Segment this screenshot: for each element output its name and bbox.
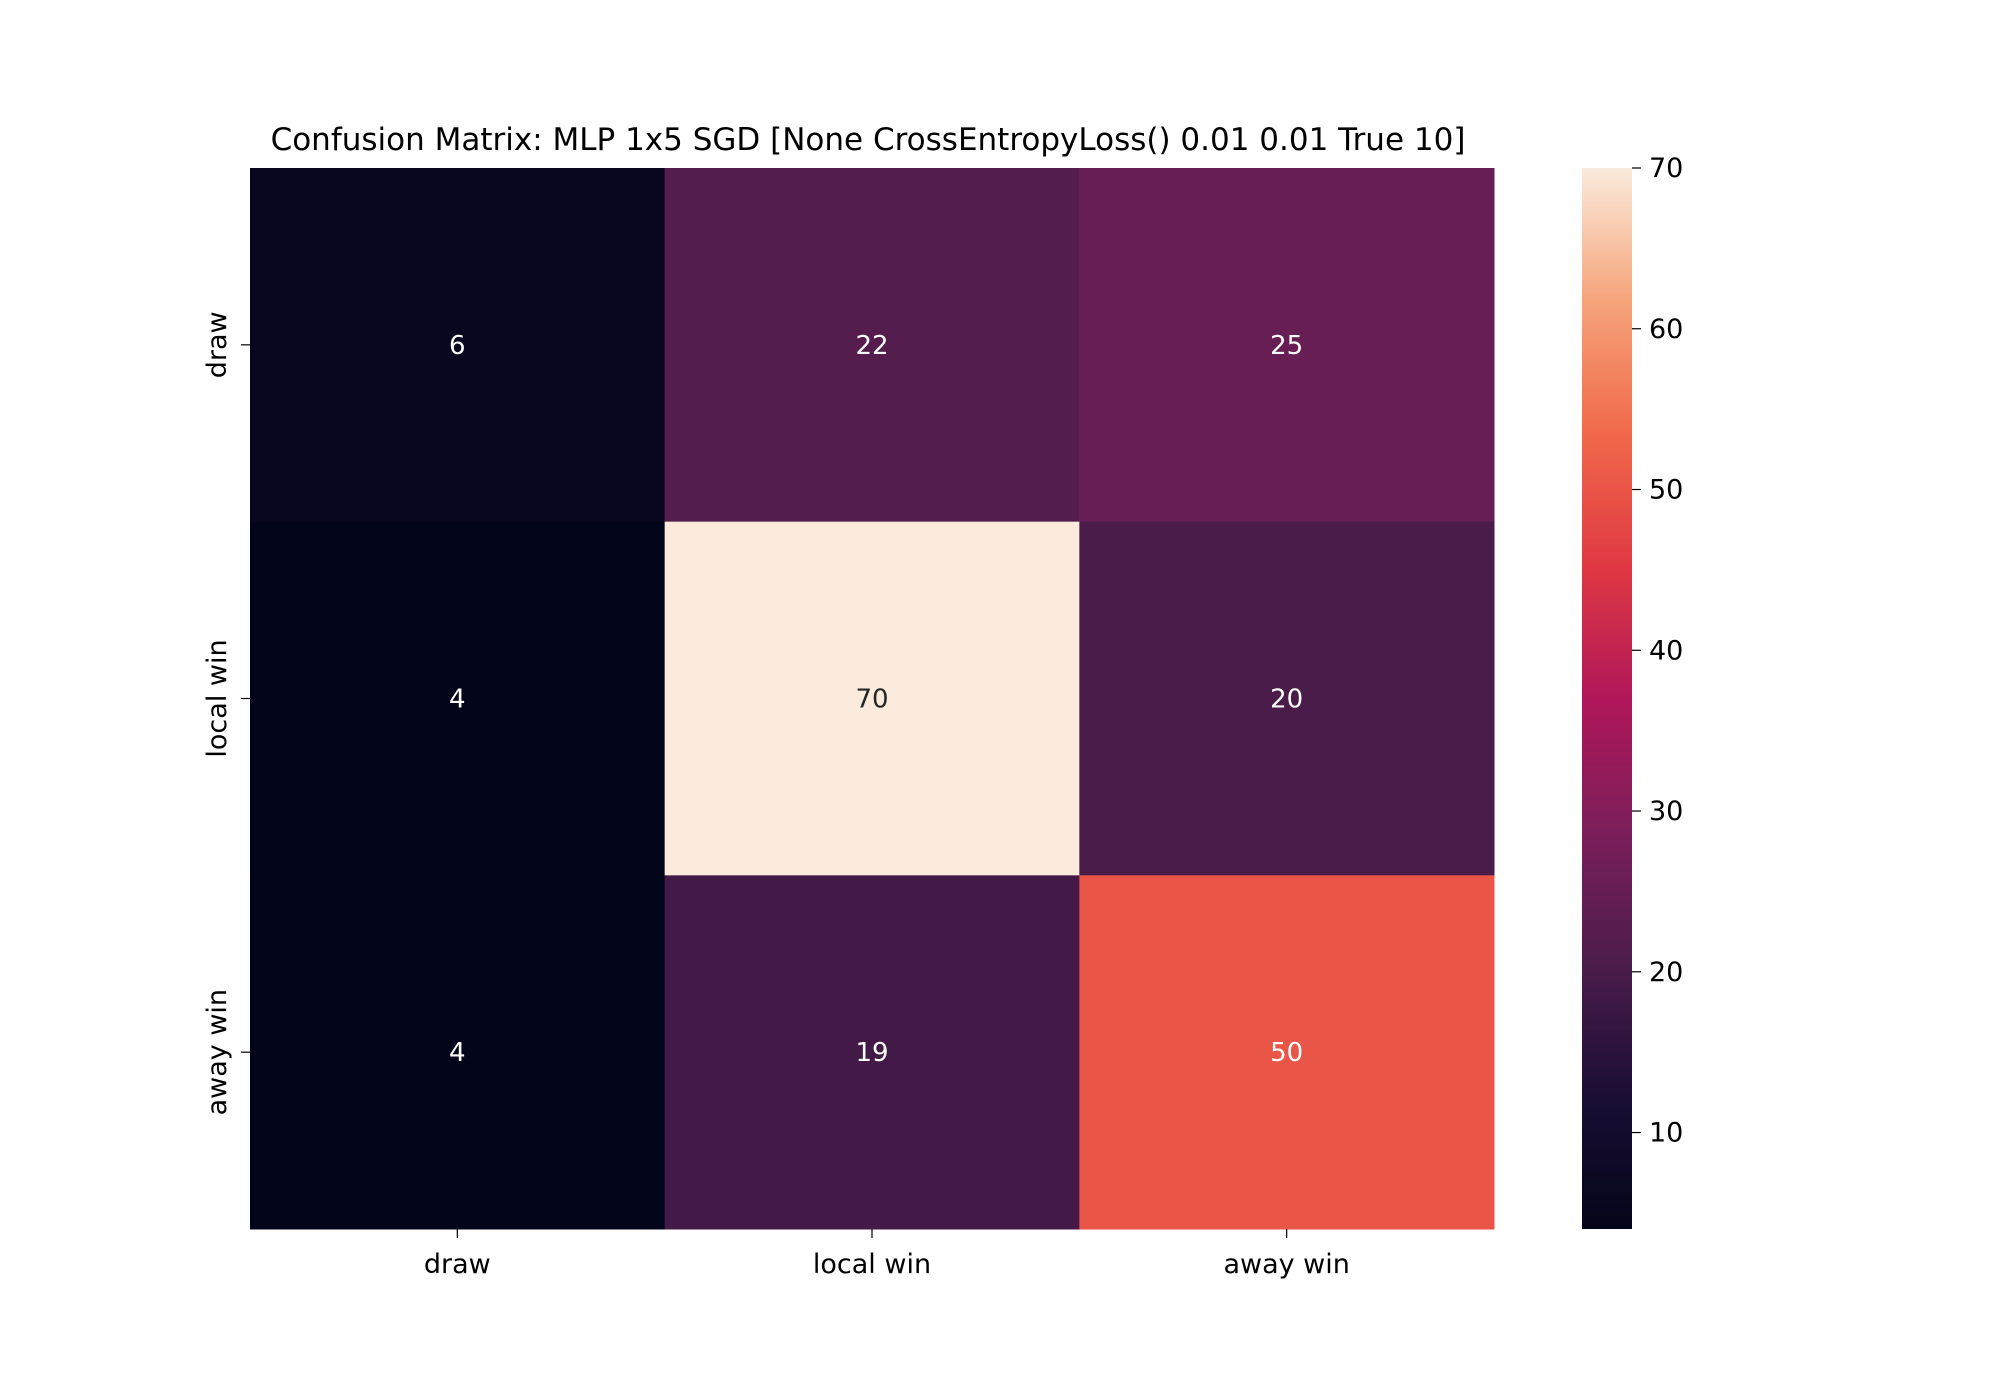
cell-value-label: 20: [1270, 685, 1303, 715]
colorbar: 10 20 30 40 50 60 70: [1582, 153, 1683, 1229]
heatmap-cell: [250, 168, 666, 523]
heatmap-cell: [250, 521, 666, 876]
y-tick-label: away win: [202, 989, 233, 1115]
cell-value-label: 25: [1270, 331, 1303, 361]
cell-value-label: 50: [1270, 1038, 1303, 1068]
x-tick-label: draw: [424, 1249, 491, 1280]
colorbar-tick-label: 20: [1649, 957, 1683, 988]
x-tick-label: away win: [1223, 1249, 1349, 1280]
x-axis: draw local win away win: [424, 1229, 1350, 1280]
heatmap-cell: [664, 168, 1080, 523]
colorbar-tick-label: 40: [1649, 635, 1683, 666]
heatmap-cell: [664, 875, 1080, 1230]
cell-value-label: 4: [449, 1038, 466, 1068]
heatmap-cell: [1079, 875, 1495, 1230]
heatmap-cell: [1079, 521, 1495, 876]
heatmap-cells: 6 22 25 4 70 20 4 19 50: [250, 168, 1495, 1230]
cell-value-label: 4: [449, 685, 466, 715]
cell-value-label: 70: [855, 685, 888, 715]
x-tick-label: local win: [813, 1249, 931, 1280]
chart-title: Confusion Matrix: MLP 1x5 SGD [None Cros…: [271, 122, 1466, 158]
y-tick-label: draw: [202, 311, 233, 378]
heatmap-cell: [664, 521, 1080, 876]
colorbar-gradient: [1582, 168, 1632, 1229]
y-tick-label: local win: [202, 639, 233, 757]
colorbar-tick-label: 30: [1649, 796, 1683, 827]
cell-value-label: 19: [855, 1038, 888, 1068]
colorbar-tick-label: 50: [1649, 475, 1683, 506]
cell-value-label: 22: [855, 331, 888, 361]
heatmap-cell: [1079, 168, 1495, 523]
y-axis: draw local win away win: [202, 311, 250, 1115]
cell-value-label: 6: [449, 331, 466, 361]
colorbar-tick-label: 10: [1649, 1118, 1683, 1149]
colorbar-tick-label: 60: [1649, 314, 1683, 345]
colorbar-tick-label: 70: [1649, 153, 1683, 184]
heatmap-cell: [250, 875, 666, 1230]
